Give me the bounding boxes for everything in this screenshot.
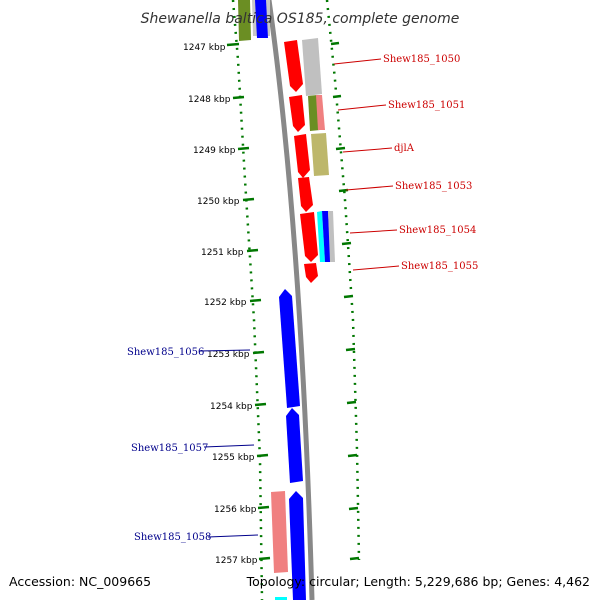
tick-label: 1256 kbp [214, 505, 257, 515]
gene-feature-partial [255, 0, 268, 38]
tick-mark [226, 42, 240, 47]
outer-tick-rail [325, 0, 361, 561]
gene-labels: Shew185_1050 Shew185_1051 djlA Shew185_1… [127, 54, 478, 543]
gene-feature [289, 95, 305, 132]
gene-label-shew185-1051: Shew185_1051 [388, 100, 465, 111]
leader-line [349, 229, 398, 234]
leader-line [207, 534, 259, 538]
gene-feature-partial [238, 0, 251, 41]
tick-label: 1252 kbp [204, 298, 247, 308]
tick-label: 1255 kbp [212, 453, 255, 463]
gene-label-shew185-1050: Shew185_1050 [383, 54, 460, 65]
tick-mark [330, 41, 340, 46]
tick-mark [341, 241, 352, 246]
tick-label: 1247 kbp [183, 43, 226, 53]
tick-mark [345, 347, 356, 352]
tick-label: 1248 kbp [188, 95, 231, 105]
tick-mark [254, 402, 267, 407]
leader-line [333, 58, 382, 65]
tick-label: 1253 kbp [207, 350, 250, 360]
leader-line [337, 104, 387, 111]
tick-mark [346, 400, 357, 405]
gene-feature [294, 134, 310, 178]
gene-label-shew185-1055: Shew185_1055 [401, 261, 478, 272]
tick-mark [256, 453, 269, 458]
gene-feature [316, 95, 325, 130]
tick-mark [349, 556, 360, 561]
tick-mark [249, 298, 262, 303]
gene-feature [279, 289, 300, 408]
gene-label-shew185-1057: Shew185_1057 [131, 443, 208, 454]
gene-label-shew185-1054: Shew185_1054 [399, 225, 476, 236]
gene-feature [289, 491, 306, 600]
leader-line [199, 349, 251, 352]
tick-mark [332, 94, 342, 99]
gene-leaders [199, 58, 400, 538]
gene-feature [304, 263, 318, 283]
tick-mark [237, 146, 250, 151]
leader-line [203, 444, 255, 448]
map-title: Shewanella baltica OS185, complete genom… [141, 11, 460, 27]
gene-feature [300, 212, 318, 262]
gene-label-djla: djlA [394, 143, 415, 154]
tick-mark [257, 505, 270, 510]
tick-mark [347, 453, 358, 458]
gene-feature [317, 211, 325, 262]
gene-feature [286, 408, 303, 483]
tick-mark [246, 248, 259, 253]
tick-mark [232, 95, 245, 100]
tick-mark [258, 556, 271, 561]
genome-backbone [266, 0, 315, 600]
tick-mark [242, 197, 255, 202]
gene-feature [302, 38, 322, 96]
gene-feature [271, 491, 288, 573]
gene-label-shew185-1058: Shew185_1058 [134, 532, 211, 543]
tick-mark [343, 294, 354, 299]
scale-ticks: 1247 kbp 1248 kbp 1249 kbp 1250 kbp 1251… [183, 41, 360, 566]
gene-feature [328, 211, 335, 262]
leader-line [345, 185, 394, 191]
accession-text: Accession: NC_009665 [9, 574, 151, 589]
tick-label: 1251 kbp [201, 248, 244, 258]
tick-mark [348, 506, 359, 511]
tick-label: 1250 kbp [197, 197, 240, 207]
gene-feature [298, 177, 313, 212]
tick-mark [335, 146, 346, 151]
tick-label: 1249 kbp [193, 146, 236, 156]
gene-feature-partial [275, 597, 287, 600]
tick-mark [252, 350, 265, 355]
genome-summary-text: Topology: circular; Length: 5,229,686 bp… [246, 574, 590, 589]
leader-line [352, 265, 400, 271]
tick-label: 1257 kbp [215, 556, 258, 566]
leader-line [342, 147, 393, 153]
gene-label-shew185-1053: Shew185_1053 [395, 181, 472, 192]
gene-label-shew185-1056: Shew185_1056 [127, 347, 204, 358]
gene-features [238, 0, 335, 600]
tick-label: 1254 kbp [210, 402, 253, 412]
gene-feature [284, 40, 303, 92]
gene-feature [311, 133, 329, 176]
